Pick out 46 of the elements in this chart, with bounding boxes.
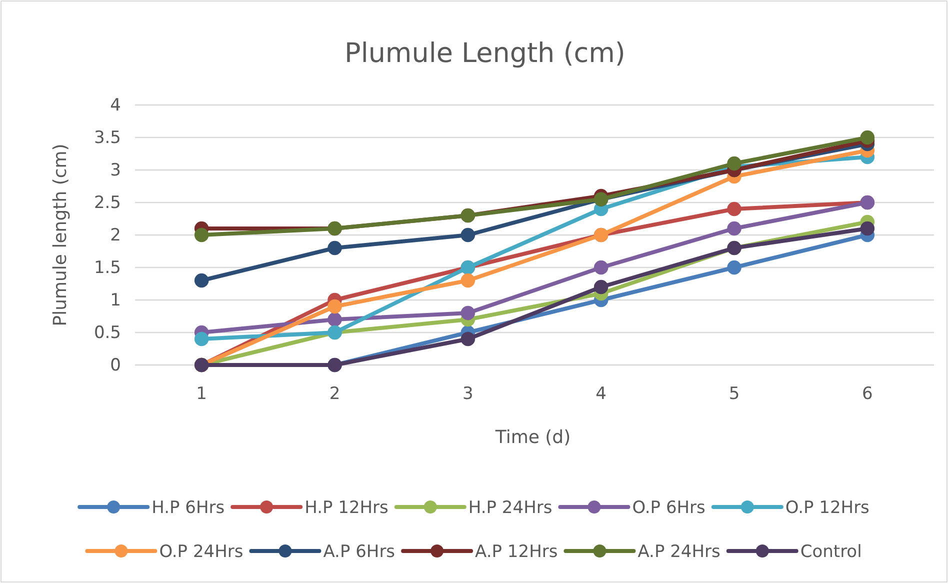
x-tick-label: 6	[862, 384, 873, 404]
y-tick-label: 3.5	[94, 128, 121, 148]
point	[594, 280, 608, 294]
x-axis-title: Time (d)	[494, 427, 571, 448]
point	[194, 332, 209, 346]
y-tick-label: 1	[110, 290, 121, 310]
point	[194, 228, 209, 242]
x-tick-label: 5	[728, 384, 740, 404]
y-tick-label: 4	[110, 95, 121, 116]
point	[727, 202, 742, 216]
x-tick-label: 3	[462, 384, 474, 404]
legend-label: H.P 12Hrs	[304, 498, 389, 518]
y-tick-label: 3	[110, 160, 121, 180]
legend-label: O.P 24Hrs	[159, 542, 244, 562]
x-tick-label: 4	[596, 384, 606, 404]
point	[860, 130, 875, 145]
point	[194, 273, 209, 288]
point	[328, 240, 342, 256]
legend-label: A.P 12Hrs	[475, 542, 558, 562]
x-tick-label: 1	[196, 384, 207, 404]
point	[328, 312, 342, 327]
legend-label: Control	[800, 542, 862, 562]
y-tick-label: 0.5	[94, 322, 121, 343]
point	[328, 299, 342, 314]
point	[860, 221, 875, 236]
y-tick-label: 0	[110, 355, 121, 376]
legend-label: H.P 6Hrs	[152, 498, 225, 518]
y-tick-label: 2.5	[94, 192, 121, 213]
y-axis-title: Plumule length (cm)	[50, 144, 71, 326]
point	[460, 332, 476, 346]
chart-title: Plumule Length (cm)	[344, 38, 626, 69]
point	[460, 273, 476, 288]
point	[727, 156, 742, 171]
point	[727, 260, 742, 275]
legend-label: O.P 12Hrs	[785, 498, 870, 518]
legend-label: A.P 6Hrs	[323, 542, 396, 562]
y-tick-label: 1.5	[94, 258, 121, 278]
point	[460, 228, 476, 242]
legend-label: O.P 6Hrs	[632, 498, 706, 518]
y-tick-label: 2	[110, 225, 121, 246]
legend-label: A.P 24Hrs	[638, 542, 720, 562]
legend-label: H.P 24Hrs	[468, 498, 552, 518]
point	[727, 221, 742, 236]
point	[460, 306, 476, 320]
x-tick-label: 2	[329, 384, 340, 404]
point	[594, 260, 608, 275]
